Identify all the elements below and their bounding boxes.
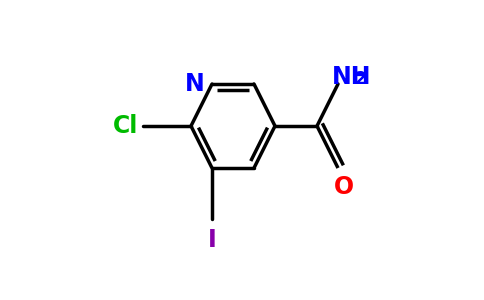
Text: NH: NH — [332, 64, 372, 88]
Text: O: O — [334, 176, 354, 200]
Text: I: I — [208, 228, 216, 252]
Text: 2: 2 — [354, 70, 366, 88]
Text: Cl: Cl — [113, 114, 138, 138]
Text: N: N — [185, 72, 205, 96]
